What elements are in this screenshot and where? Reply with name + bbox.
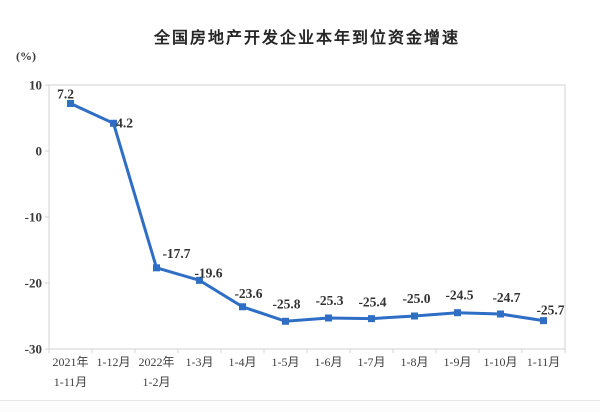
data-point-marker bbox=[454, 309, 461, 317]
x-axis-label: 1-11月 bbox=[527, 355, 561, 369]
data-label: 7.2 bbox=[57, 86, 74, 101]
data-label: -25.8 bbox=[272, 296, 300, 311]
bottom-divider bbox=[0, 400, 600, 412]
data-point-marker bbox=[368, 315, 375, 323]
data-point-marker bbox=[325, 314, 332, 322]
x-axis-label: 1-7月 bbox=[358, 355, 386, 369]
x-axis-label: 1-6月 bbox=[315, 355, 343, 369]
data-point-marker bbox=[196, 276, 203, 284]
x-axis-label: 2022年 bbox=[138, 355, 174, 369]
data-point-marker bbox=[67, 99, 74, 107]
data-label: -25.0 bbox=[402, 291, 430, 306]
x-axis-label: 1-9月 bbox=[444, 355, 472, 369]
y-tick-label: -10 bbox=[25, 210, 42, 225]
data-point-marker bbox=[239, 303, 246, 311]
x-axis-label: 1-12月 bbox=[97, 355, 131, 369]
data-label: -17.7 bbox=[162, 246, 190, 261]
x-axis-label: 1-4月 bbox=[229, 355, 257, 369]
data-point-marker bbox=[282, 317, 289, 325]
data-label: -24.7 bbox=[492, 290, 520, 305]
chart-title: 全国房地产开发企业本年到位资金增速 bbox=[153, 30, 460, 47]
x-axis-label: 1-5月 bbox=[272, 355, 300, 369]
data-point-marker bbox=[411, 312, 418, 320]
x-axis-label: 1-3月 bbox=[186, 355, 214, 369]
x-axis-label: 1-2月 bbox=[143, 375, 171, 389]
data-label: -25.7 bbox=[536, 303, 564, 318]
y-tick-label: -20 bbox=[25, 276, 42, 291]
data-label: -24.5 bbox=[445, 288, 473, 303]
x-axis-label: 1-8月 bbox=[401, 355, 429, 369]
data-point-marker bbox=[110, 119, 117, 127]
x-axis-label: 2021年 bbox=[52, 355, 88, 369]
x-axis-label: 1-11月 bbox=[54, 375, 88, 389]
data-label: -25.4 bbox=[358, 295, 386, 310]
x-axis-label: 1-10月 bbox=[484, 355, 518, 369]
data-label: -19.6 bbox=[194, 265, 222, 280]
y-tick-label: 10 bbox=[29, 78, 42, 93]
data-line bbox=[69, 102, 544, 323]
data-point-marker bbox=[497, 310, 504, 318]
data-label: 4.2 bbox=[116, 115, 133, 130]
data-point-marker bbox=[153, 264, 160, 272]
data-point-marker bbox=[540, 317, 547, 325]
data-label: -25.3 bbox=[315, 293, 343, 308]
y-tick-label: 0 bbox=[36, 144, 43, 159]
y-axis-unit-label: (%) bbox=[16, 49, 36, 63]
y-tick-label: -30 bbox=[25, 342, 42, 357]
data-label: -23.6 bbox=[234, 286, 262, 301]
